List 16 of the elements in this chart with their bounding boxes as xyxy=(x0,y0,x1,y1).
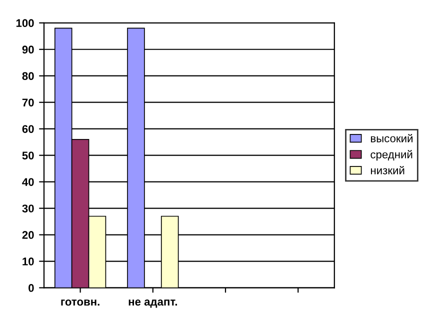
legend-label: низкий xyxy=(370,166,404,174)
x-tick-label: не адапт. xyxy=(128,300,177,308)
y-tick-label: 40 xyxy=(22,178,34,186)
y-tick-label: 10 xyxy=(22,258,34,266)
y-tick-label: 90 xyxy=(22,46,34,54)
y-tick-label: 30 xyxy=(22,204,34,212)
x-tick-label: готовн. xyxy=(61,300,100,306)
y-tick-label: 20 xyxy=(22,231,34,239)
legend-label: высокий xyxy=(370,134,412,142)
legend-label: средний xyxy=(370,150,412,161)
y-tick-label: 0 xyxy=(28,284,34,292)
y-tick-label: 70 xyxy=(22,98,34,106)
y-tick-label: 100 xyxy=(16,19,34,28)
y-tick-label: 60 xyxy=(22,125,34,133)
y-tick-label: 50 xyxy=(22,152,34,160)
y-tick-label: 80 xyxy=(22,72,34,80)
